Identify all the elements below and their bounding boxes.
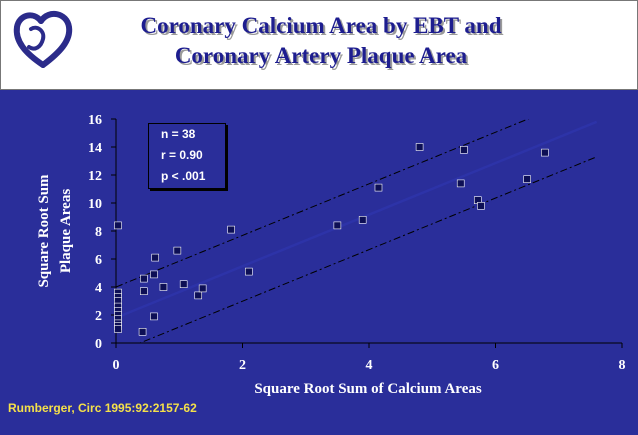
data-point bbox=[114, 325, 122, 333]
y-tick-label: 12 bbox=[88, 169, 102, 184]
data-point bbox=[374, 183, 383, 192]
data-point bbox=[114, 221, 122, 230]
title-line-1: Coronary Calcium Area by EBT and bbox=[140, 13, 502, 38]
data-point bbox=[358, 216, 367, 224]
y-tick-label: 4 bbox=[95, 281, 102, 296]
data-point bbox=[159, 283, 168, 291]
page-title: Coronary Calcium Area by EBT and Coronar… bbox=[81, 11, 561, 71]
title-line-2: Coronary Artery Plaque Area bbox=[174, 43, 468, 68]
data-point bbox=[179, 280, 188, 289]
heart-logo-icon bbox=[13, 10, 73, 68]
tick-labels: 0 2 4 6 8 10 12 14 16 0 2 4 6 8 bbox=[88, 113, 626, 373]
x-tick-label: 2 bbox=[239, 358, 246, 373]
slide-header: Coronary Calcium Area by EBT and Coronar… bbox=[0, 0, 638, 90]
data-point bbox=[150, 312, 158, 321]
data-point bbox=[173, 246, 182, 255]
data-point bbox=[541, 148, 549, 157]
stat-p: p < .001 bbox=[161, 169, 206, 183]
fit-line bbox=[115, 120, 598, 319]
citation: Rumberger, Circ 1995:92:2157-62 bbox=[8, 401, 197, 415]
data-point bbox=[151, 253, 160, 262]
y-axis-label-line-1: Square Root Sum bbox=[36, 174, 52, 288]
x-tick-label: 6 bbox=[492, 358, 499, 373]
confidence-line-1 bbox=[116, 119, 530, 288]
data-point bbox=[140, 287, 148, 296]
y-tick-label: 8 bbox=[95, 225, 102, 240]
stat-n: n = 38 bbox=[161, 127, 196, 141]
data-point bbox=[138, 327, 147, 336]
confidence-line-2 bbox=[138, 156, 597, 343]
y-tick-label: 16 bbox=[88, 113, 102, 128]
y-tick-label: 2 bbox=[95, 309, 102, 324]
x-axis-label: Square Root Sum of Calcium Areas bbox=[254, 381, 482, 397]
data-point bbox=[456, 179, 465, 188]
data-point bbox=[415, 143, 424, 151]
data-point bbox=[245, 267, 253, 276]
data-points bbox=[114, 143, 549, 336]
data-point bbox=[198, 284, 207, 293]
x-tick-label: 0 bbox=[113, 358, 120, 373]
y-axis-label-line-2: Plaque Areas bbox=[58, 189, 74, 273]
data-point bbox=[227, 225, 235, 234]
data-point bbox=[140, 274, 148, 283]
fit-line-group bbox=[115, 120, 598, 319]
data-point bbox=[150, 270, 158, 279]
y-tick-label: 0 bbox=[95, 337, 102, 352]
x-tick-label: 8 bbox=[619, 358, 626, 373]
statistics-box: n = 38 r = 0.90 p < .001 bbox=[148, 123, 226, 189]
y-tick-label: 10 bbox=[88, 197, 102, 212]
data-point bbox=[460, 146, 468, 154]
stat-r: r = 0.90 bbox=[161, 148, 203, 162]
data-point bbox=[194, 291, 203, 300]
y-tick-label: 6 bbox=[95, 253, 102, 268]
x-tick-label: 4 bbox=[366, 358, 373, 373]
data-point bbox=[333, 221, 342, 230]
data-point bbox=[523, 175, 531, 183]
data-point bbox=[477, 202, 485, 210]
y-tick-label: 14 bbox=[88, 141, 102, 156]
confidence-lines bbox=[116, 119, 597, 343]
